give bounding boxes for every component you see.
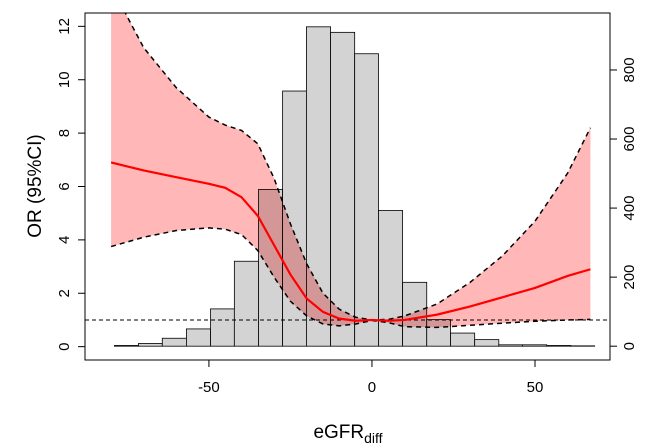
x-axis-title-main: eGFR	[313, 422, 364, 443]
or-line	[110, 161, 591, 322]
x-tick-label: -50	[198, 379, 220, 396]
y-tick-label: 6	[56, 182, 73, 190]
y2-tick-label: 0	[621, 342, 638, 350]
histogram-bar	[233, 260, 259, 347]
plot-area	[85, 13, 610, 347]
y2-tick-label: 600	[621, 127, 638, 152]
y2-tick-label: 200	[621, 265, 638, 290]
y-tick-label: 0	[56, 342, 73, 350]
y-tick-label: 10	[56, 71, 73, 88]
y-tick-label: 12	[56, 18, 73, 35]
ci-band	[111, 13, 591, 328]
y2-tick-label: 400	[621, 196, 638, 221]
histogram-bar	[522, 344, 548, 347]
ci-lower-line	[110, 227, 591, 329]
histogram-bar	[450, 332, 476, 347]
y-axis-title: OR (95%CI)	[25, 134, 46, 237]
histogram-bar	[210, 308, 235, 347]
ci-upper-line	[124, 13, 592, 321]
histogram-bar	[354, 53, 379, 347]
x-tick-label: 0	[368, 379, 376, 396]
histogram-bar	[498, 344, 524, 347]
histogram-bar	[330, 31, 356, 347]
histogram-bar	[138, 343, 163, 347]
histogram-bar	[546, 345, 572, 347]
y-tick-label: 2	[56, 289, 73, 297]
y2-tick-label: 800	[621, 57, 638, 82]
y-tick-label: 8	[56, 129, 73, 137]
x-axis-title-subscript: diff	[364, 430, 383, 446]
histogram-bar	[113, 345, 139, 347]
x-axis-title: eGFRdiff	[313, 422, 382, 446]
x-tick-label: 50	[527, 379, 544, 396]
histogram-bar	[161, 337, 187, 347]
histogram-bar	[474, 339, 500, 347]
y-tick-label: 4	[56, 236, 73, 244]
histogram-bar	[186, 328, 211, 347]
